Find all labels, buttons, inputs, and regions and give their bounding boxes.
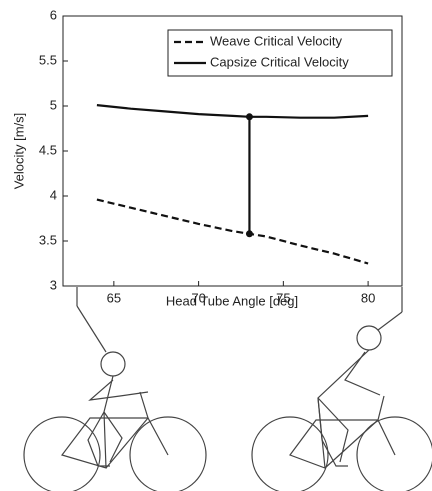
y-tick-label: 3 [50,277,57,292]
y-tick-label: 5 [50,97,57,112]
point-marker [245,113,253,121]
y-axis-label: Velocity [m/s] [11,113,26,190]
series-line [96,198,369,265]
y-tick-label: 5.5 [39,52,57,67]
legend-label: Weave Critical Velocity [210,33,342,48]
series-line [96,104,369,119]
legend-label: Capsize Critical Velocity [210,54,349,69]
y-tick-label: 4.5 [39,142,57,157]
bike-illustration-right [251,287,432,491]
x-tick-label: 65 [107,290,121,305]
x-axis-label: Head Tube Angle [deg] [166,293,298,308]
x-tick-label: 80 [361,290,375,305]
bike-illustration-left [23,287,207,491]
y-tick-label: 4 [50,187,57,202]
x-tick-label: 70 [191,290,205,305]
x-tick-label: 75 [276,290,290,305]
legend-box [167,29,393,77]
y-tick-label: 6 [50,7,57,22]
y-tick-label: 3.5 [39,232,57,247]
point-marker [245,230,253,238]
